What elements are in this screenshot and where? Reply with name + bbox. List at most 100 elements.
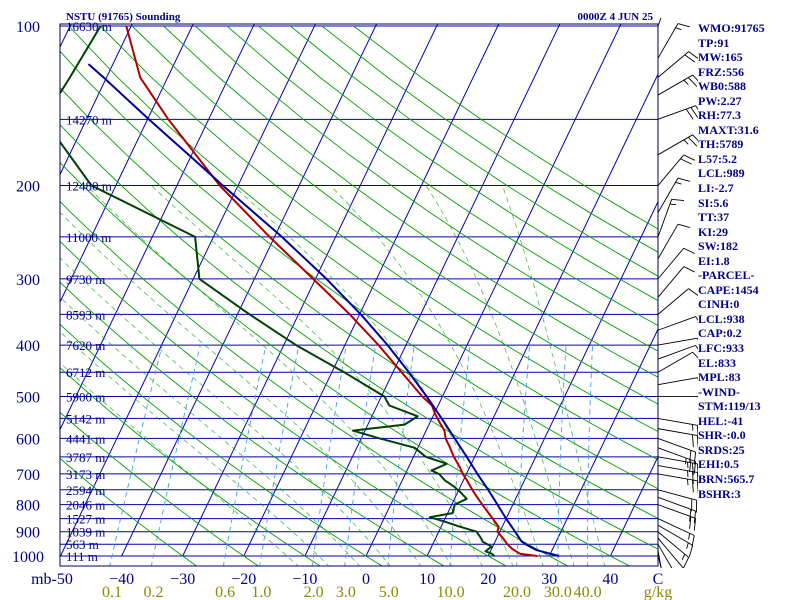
wind-barb-staff (657, 518, 695, 536)
wind-barb-flag (688, 288, 698, 296)
wind-barb (657, 316, 698, 331)
wind-barb (657, 23, 691, 59)
isotherm-line (60, 24, 194, 304)
pressure-tick-label: 400 (16, 338, 40, 355)
height-label: 16630 m (66, 19, 112, 34)
height-label: 12480 m (66, 179, 112, 194)
sounding-index-item: SI:5.6 (698, 195, 729, 210)
wind-barb-staff (657, 337, 698, 346)
chart-traces (60, 25, 560, 557)
wind-barb-staff (657, 154, 685, 186)
wind-barb (657, 223, 691, 260)
mixing-ratio-line (222, 345, 267, 566)
mixing-ratio-label: 1.0 (251, 584, 271, 600)
wind-barb (658, 396, 698, 399)
wind-barb-staff (657, 437, 696, 453)
wind-barb (657, 177, 691, 213)
wind-barb (657, 344, 698, 360)
height-label: 9730 m (66, 272, 105, 287)
isotherm-line (182, 24, 439, 557)
wind-barb-staff (657, 344, 696, 360)
wind-barb-staff (657, 199, 673, 238)
wind-barb-half (675, 27, 682, 30)
wind-barb-flag (687, 136, 698, 147)
wind-barb-flag (695, 316, 698, 321)
pressure-tick-label: 700 (16, 467, 40, 484)
temperature-tick-label: 0 (362, 571, 370, 588)
wind-barb-staff (657, 531, 689, 558)
pressure-tick-label: 300 (16, 272, 40, 289)
sounding-index-item: SRDS:25 (698, 442, 745, 457)
wind-barb-staff (657, 447, 696, 462)
dry-adiabat-line (60, 162, 631, 566)
dry-adiabat-line (60, 411, 260, 566)
mixing-ratio-line (557, 345, 567, 566)
sounding-time: 0000Z 4 JUN 25 (578, 11, 654, 23)
wind-barb-half (669, 203, 677, 206)
sounding-index-item: BRN:565.7 (698, 471, 755, 486)
dry-adiabat-line (60, 87, 658, 520)
wind-barb (657, 543, 673, 568)
dry-adiabat-line (226, 25, 658, 327)
sounding-index-item: TT:37 (698, 210, 730, 225)
mixing-ratio-unit-label: g/kg (644, 584, 672, 600)
mixing-ratio-line (109, 344, 163, 566)
wind-barb-flag (691, 535, 695, 548)
isotherm-line (548, 328, 658, 557)
wind-barb-half (686, 542, 689, 549)
height-label: 4441 m (66, 431, 105, 446)
wind-barb-flag (683, 266, 696, 273)
wind-barb-staff (657, 550, 662, 568)
sounding-index-item: WB0:588 (698, 79, 746, 94)
height-label: 3787 m (66, 450, 105, 465)
sounding-index-item: KI:29 (698, 224, 728, 239)
wind-barb (657, 337, 698, 346)
sounding-index-item: EL:833 (698, 355, 737, 370)
wind-barb-half (683, 79, 689, 85)
wind-barb-flag (683, 247, 696, 255)
wind-barb (657, 504, 697, 531)
wind-barb-staff (657, 537, 684, 568)
pressure-tick-label: 800 (16, 498, 40, 515)
temperature-tick-label: 10 (419, 571, 435, 588)
parcel-trace (87, 63, 560, 557)
wind-barb-staff (657, 177, 679, 213)
wind-barb-flag (696, 463, 698, 477)
dewpoint-trace (60, 25, 495, 557)
mixing-ratio-label: 2.0 (304, 584, 324, 600)
wind-barb (657, 105, 698, 120)
sounding-index-item: SW:182 (698, 239, 739, 254)
wind-barb-flag (689, 516, 692, 529)
sounding-index-item: HEL:-41 (698, 413, 744, 428)
sounding-index-item: LFC:933 (698, 341, 744, 356)
mixing-ratio-label: 0.2 (143, 584, 163, 600)
dry-adiabat-line (60, 50, 658, 490)
dry-adiabat-line (60, 457, 198, 566)
height-label: 1039 m (66, 525, 105, 540)
wind-barb-half (681, 554, 686, 561)
temperature-tick-label: −30 (170, 571, 195, 588)
wind-barb-half (683, 139, 689, 145)
wind-barb-flag (692, 134, 698, 141)
isotherm-line (365, 24, 622, 557)
wind-barb (657, 428, 698, 448)
isotherm-line (609, 455, 658, 557)
wind-barb-staff (657, 247, 685, 280)
wind-barb (657, 247, 696, 280)
sounding-index-item: CAP:0.2 (698, 326, 742, 341)
height-labels: 16630 m 14270 m 12480 m 11000 m 9730 m 8593 m… (66, 19, 112, 564)
wind-barb-staff (657, 489, 697, 501)
isotherm-line (60, 24, 133, 176)
moist-adiabat-line (151, 185, 483, 566)
height-label: 14270 m (66, 112, 112, 127)
mixing-ratio-line (344, 345, 377, 566)
isotherm-line (60, 24, 255, 431)
sounding-index-item: CINH:0 (698, 297, 740, 312)
moist-adiabat-line (60, 296, 361, 566)
mixing-ratio-line (449, 345, 471, 566)
moist-adiabat-line (60, 211, 422, 566)
mixing-ratio-label: 0.6 (215, 584, 235, 600)
wind-barb-flag (693, 461, 697, 474)
mixing-ratio-label: 10.0 (437, 584, 465, 600)
sounding-index-item: EHI:0.5 (698, 457, 740, 472)
